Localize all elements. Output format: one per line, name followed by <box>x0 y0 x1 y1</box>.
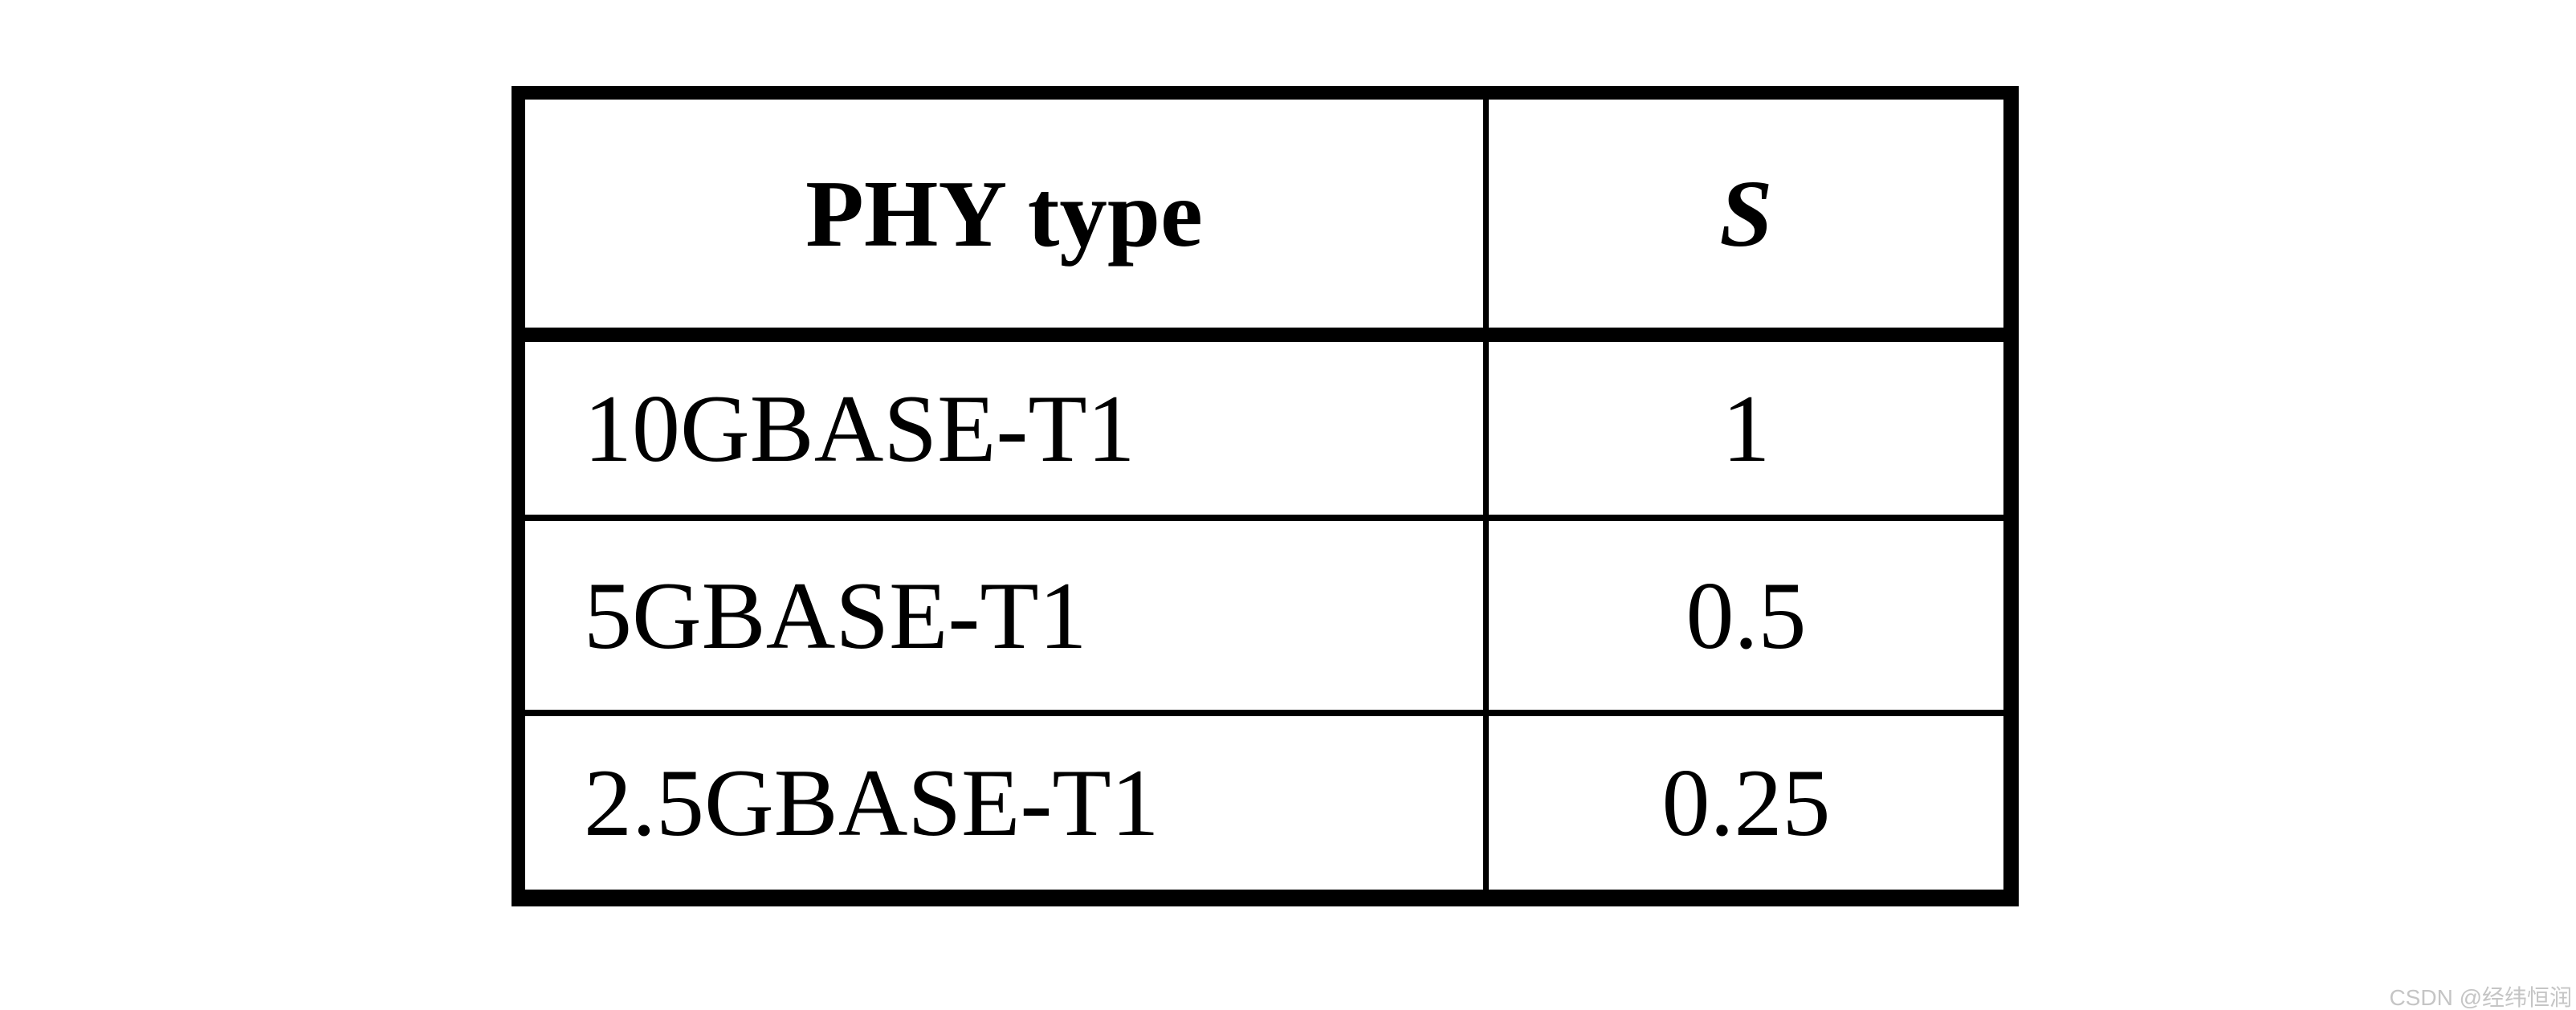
phy-speed-factor-table: PHY type S 10GBASE-T1 1 5GBASE-T1 0.5 2.… <box>512 86 2019 906</box>
csdn-watermark: CSDN @经纬恒润 <box>2389 985 2572 1010</box>
cell-row1-phy-type: 10GBASE-T1 <box>525 342 1483 515</box>
header-cell-s: S <box>1489 100 2003 328</box>
header-cell-phy-type: PHY type <box>525 100 1483 328</box>
cell-row2-s-value: 0.5 <box>1489 521 2003 710</box>
cell-row2-phy-type: 5GBASE-T1 <box>525 521 1483 710</box>
cell-row3-s-value: 0.25 <box>1489 716 2003 890</box>
cell-row3-phy-type: 2.5GBASE-T1 <box>525 716 1483 890</box>
cell-row1-s-value: 1 <box>1489 342 2003 515</box>
